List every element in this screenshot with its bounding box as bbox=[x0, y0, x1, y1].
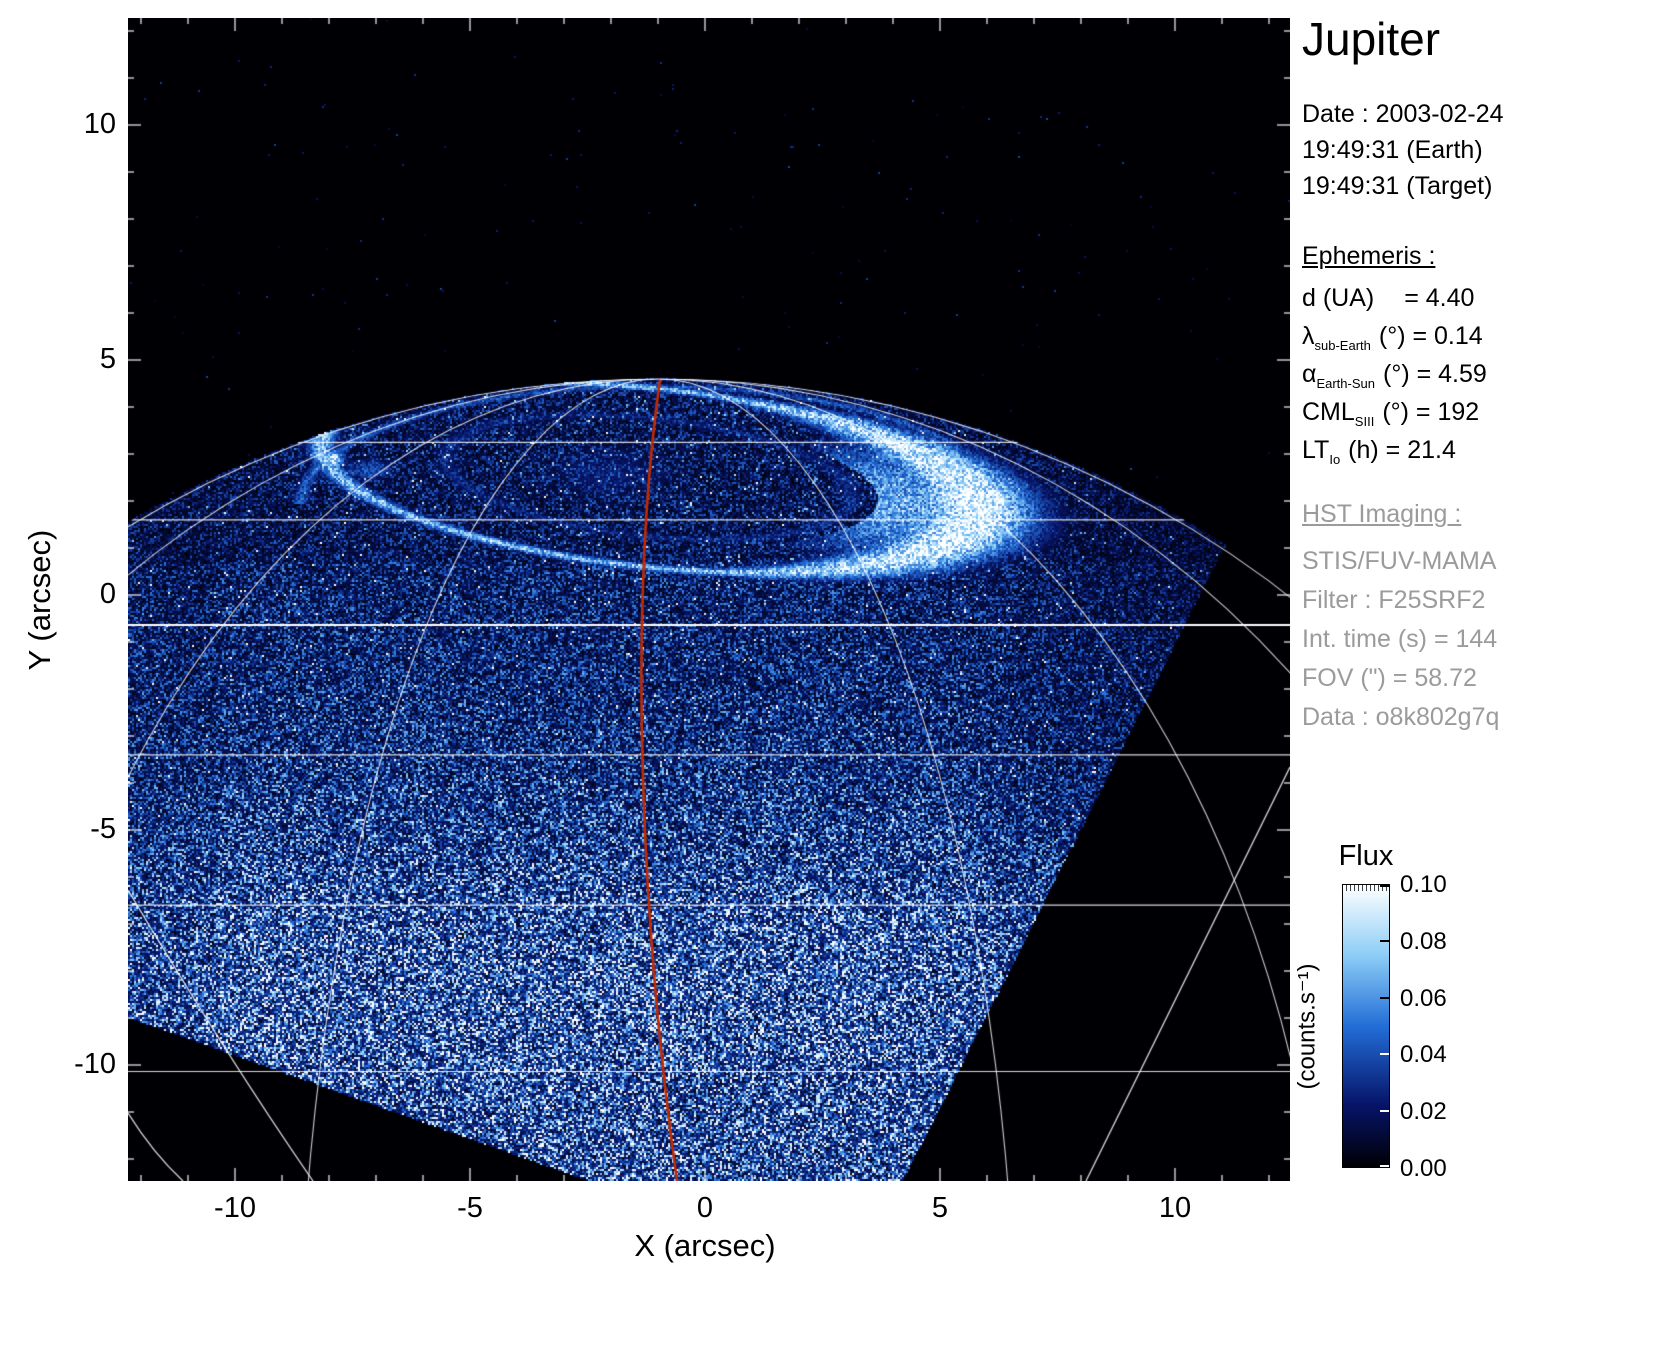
ephemeris-row-io-localtime: LTIo (h) = 21.4 bbox=[1302, 436, 1456, 467]
colorbar-tick-label: 0.06 bbox=[1400, 985, 1447, 1012]
ephemeris-heading: Ephemeris : bbox=[1302, 242, 1436, 270]
ephemeris-row-subearth-lat: λsub-Earth (°) = 0.14 bbox=[1302, 322, 1483, 353]
hst-inttime-line: Int. time (s) = 144 bbox=[1302, 625, 1498, 653]
observation-date-block: Date : 2003-02-24 19:49:31 (Earth) 19:49… bbox=[1302, 96, 1504, 204]
y-tick-label: 0 bbox=[99, 578, 116, 610]
hst-imaging-heading: HST Imaging : bbox=[1302, 500, 1462, 528]
hst-filter-line: Filter : F25SRF2 bbox=[1302, 586, 1486, 614]
colorbar-tick-label: 0.00 bbox=[1400, 1155, 1447, 1182]
x-tick-label: 10 bbox=[1158, 1192, 1192, 1224]
colorbar-title: Flux bbox=[1338, 840, 1394, 872]
y-tick-label: -10 bbox=[74, 1048, 116, 1080]
y-axis-title: Y (arcsec) bbox=[22, 529, 57, 671]
hst-fov-line: FOV (") = 58.72 bbox=[1302, 664, 1477, 692]
aurora-image bbox=[128, 18, 1290, 1181]
ephemeris-row-phase-angle: αEarth-Sun (°) = 4.59 bbox=[1302, 360, 1487, 391]
date-line: Date : 2003-02-24 bbox=[1302, 100, 1504, 128]
x-tick-label: -10 bbox=[214, 1192, 256, 1224]
colorbar-tick bbox=[1380, 1053, 1389, 1056]
colorbar-gradient bbox=[1343, 885, 1389, 1167]
colorbar-tick bbox=[1380, 885, 1389, 887]
colorbar-unit-label: (counts.s⁻¹) bbox=[1293, 963, 1321, 1090]
x-tick-label: -5 bbox=[457, 1192, 483, 1224]
colorbar-tick-label: 0.08 bbox=[1400, 928, 1447, 955]
colorbar-tick bbox=[1380, 1109, 1389, 1112]
y-tick-label: 10 bbox=[83, 108, 116, 140]
ephemeris-rows: d (UA) = 4.40 λsub-Earth (°) = 0.14 αEarth… bbox=[1302, 284, 1487, 474]
info-panel: Jupiter Date : 2003-02-24 19:49:31 (Eart… bbox=[1294, 0, 1677, 1367]
hst-instrument-line: STIS/FUV-MAMA bbox=[1302, 547, 1497, 575]
colorbar-tick-label: 0.04 bbox=[1400, 1041, 1447, 1068]
time-earth-line: 19:49:31 (Earth) bbox=[1302, 136, 1483, 164]
colorbar-tick-label: 0.02 bbox=[1400, 1098, 1447, 1125]
hst-imaging-block: STIS/FUV-MAMA Filter : F25SRF2 Int. time… bbox=[1302, 542, 1499, 737]
time-target-line: 19:49:31 (Target) bbox=[1302, 172, 1493, 200]
x-tick-label: 5 bbox=[931, 1192, 949, 1224]
page-title: Jupiter bbox=[1302, 13, 1441, 65]
y-tick-label: -5 bbox=[90, 813, 116, 845]
colorbar-minor-ticks bbox=[1343, 885, 1389, 891]
y-tick-label: 5 bbox=[99, 343, 116, 375]
colorbar-tick-label: 0.10 bbox=[1400, 871, 1447, 898]
hst-data-line: Data : o8k802g7q bbox=[1302, 703, 1500, 731]
ephemeris-row-distance: d (UA) = 4.40 bbox=[1302, 284, 1475, 312]
colorbar-tick bbox=[1380, 940, 1389, 943]
colorbar-tick bbox=[1380, 996, 1389, 999]
colorbar bbox=[1342, 884, 1390, 1168]
ephemeris-row-cml: CMLSIII (°) = 192 bbox=[1302, 398, 1480, 429]
colorbar-tick bbox=[1380, 1165, 1389, 1167]
x-tick-label: 0 bbox=[696, 1192, 714, 1224]
x-axis-title: X (arcsec) bbox=[634, 1228, 776, 1263]
